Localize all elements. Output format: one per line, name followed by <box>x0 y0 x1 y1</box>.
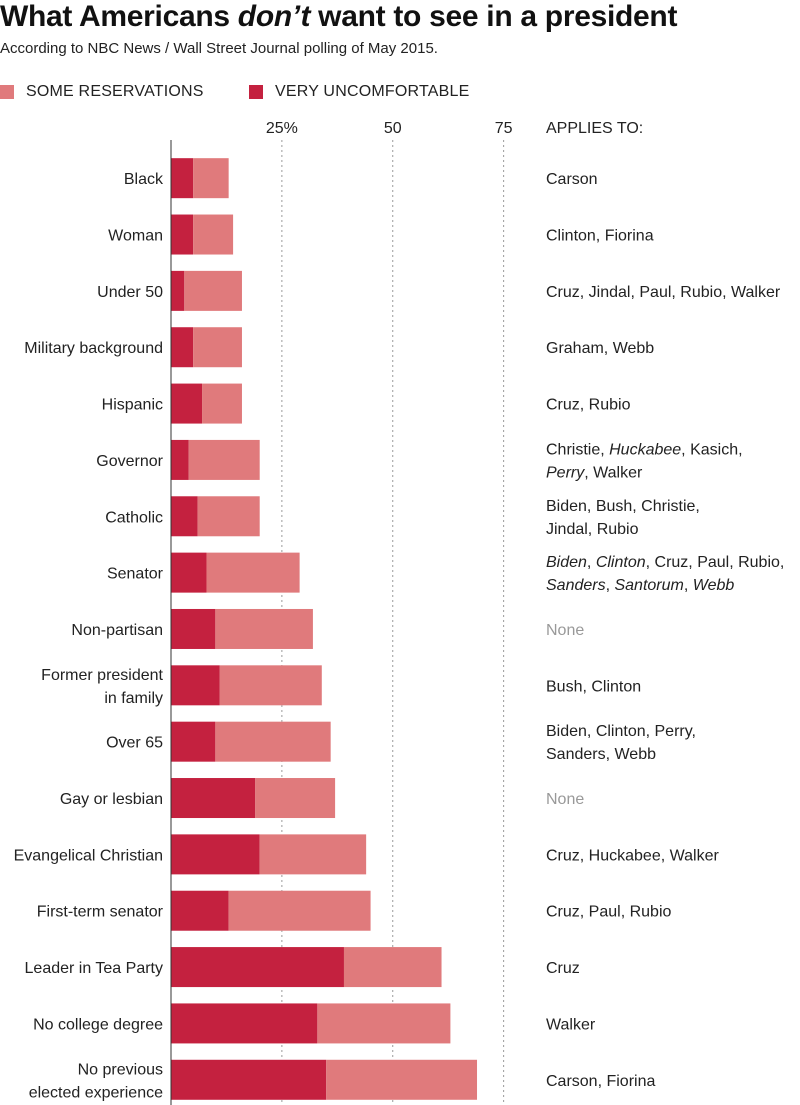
legend-item-very-uncomfortable: VERY UNCOMFORTABLE <box>249 82 469 102</box>
category-label-military-background: Military background <box>24 340 163 357</box>
bar-some-reservations-hispanic <box>202 383 242 424</box>
category-label-former-president-in-family: Former president in family <box>41 667 163 707</box>
bar-some-reservations-senator <box>206 552 300 593</box>
bar-some-reservations-no-previous-elected-experience <box>326 1059 478 1100</box>
applies-to-woman: Clinton, Fiorina <box>546 228 654 245</box>
bar-some-reservations-black <box>193 158 229 199</box>
legend-label-very-uncomfortable: VERY UNCOMFORTABLE <box>275 83 470 100</box>
bar-very-uncomfortable-woman <box>171 214 194 255</box>
legend-label-some-reservations: SOME RESERVATIONS <box>26 83 204 100</box>
bar-some-reservations-woman <box>193 214 234 255</box>
category-label-senator: Senator <box>107 566 164 583</box>
bar-some-reservations-governor <box>188 439 260 480</box>
bar-some-reservations-evangelical-christian <box>259 834 367 875</box>
category-label-hispanic: Hispanic <box>102 397 163 414</box>
category-label-under-50: Under 50 <box>97 284 163 301</box>
applies-to-senator: Biden, Clinton, Cruz, Paul, Rubio, Sander… <box>546 554 784 594</box>
chart-title: What Americans don’t want to see in a pr… <box>0 0 677 34</box>
bar-very-uncomfortable-governor <box>171 439 189 480</box>
x-tick-label-75: 75 <box>495 120 513 137</box>
bar-very-uncomfortable-evangelical-christian <box>171 834 260 875</box>
category-label-no-college-degree: No college degree <box>33 1016 163 1033</box>
applies-to-military-background: Graham, Webb <box>546 340 654 357</box>
bar-some-reservations-leader-in-tea-party <box>343 947 442 988</box>
bar-some-reservations-catholic <box>197 496 260 537</box>
category-label-over-65: Over 65 <box>106 735 163 752</box>
chart-subtitle: According to NBC News / Wall Street Jour… <box>0 40 438 57</box>
applies-to-evangelical-christian: Cruz, Huckabee, Walker <box>546 847 719 864</box>
bar-very-uncomfortable-former-president-in-family <box>171 665 220 706</box>
bar-some-reservations-over-65 <box>215 721 331 762</box>
category-label-leader-in-tea-party: Leader in Tea Party <box>25 960 163 977</box>
bar-very-uncomfortable-under-50 <box>171 270 185 311</box>
applies-to-gay-or-lesbian: None <box>546 791 584 808</box>
bar-very-uncomfortable-military-background <box>171 327 194 368</box>
applies-to-governor: Christie, Huckabee, Kasich, Perry, Walker <box>546 441 743 481</box>
category-label-governor: Governor <box>96 453 163 470</box>
applies-to-black: Carson <box>546 171 598 188</box>
applies-to-hispanic: Cruz, Rubio <box>546 397 631 414</box>
bar-some-reservations-gay-or-lesbian <box>255 778 336 819</box>
bar-very-uncomfortable-black <box>171 158 194 199</box>
category-label-evangelical-christian: Evangelical Christian <box>14 847 163 864</box>
applies-to-header: APPLIES TO: <box>546 120 643 137</box>
bar-some-reservations-former-president-in-family <box>219 665 322 706</box>
bar-some-reservations-military-background <box>193 327 242 368</box>
x-tick-label-50: 50 <box>384 120 402 137</box>
category-label-non-partisan: Non-partisan <box>71 622 163 639</box>
applies-to-non-partisan: None <box>546 622 584 639</box>
category-label-woman: Woman <box>108 228 163 245</box>
bar-very-uncomfortable-over-65 <box>171 721 216 762</box>
applies-to-first-term-senator: Cruz, Paul, Rubio <box>546 904 671 921</box>
bar-very-uncomfortable-senator <box>171 552 207 593</box>
category-label-no-previous-elected-experience: No previous elected experience <box>29 1061 163 1101</box>
bar-very-uncomfortable-non-partisan <box>171 608 216 649</box>
bar-very-uncomfortable-hispanic <box>171 383 203 424</box>
legend-swatch-some-reservations <box>0 85 14 99</box>
category-label-catholic: Catholic <box>105 509 163 526</box>
bar-very-uncomfortable-first-term-senator <box>171 890 229 931</box>
bar-very-uncomfortable-no-college-degree <box>171 1003 318 1044</box>
bar-some-reservations-under-50 <box>184 270 242 311</box>
bar-some-reservations-non-partisan <box>215 608 313 649</box>
title-part-3: want to see in a president <box>310 0 678 33</box>
applies-to-over-65: Biden, Clinton, Perry, Sanders, Webb <box>546 723 696 763</box>
bar-some-reservations-first-term-senator <box>228 890 371 931</box>
legend-swatch-very-uncomfortable <box>249 85 263 99</box>
bar-very-uncomfortable-no-previous-elected-experience <box>171 1059 327 1100</box>
legend-item-some-reservations: SOME RESERVATIONS <box>0 82 204 102</box>
applies-to-former-president-in-family: Bush, Clinton <box>546 678 641 695</box>
applies-to-leader-in-tea-party: Cruz <box>546 960 580 977</box>
category-label-black: Black <box>124 171 164 188</box>
bar-very-uncomfortable-gay-or-lesbian <box>171 778 256 819</box>
title-part-1: What Americans <box>0 0 238 33</box>
applies-to-no-previous-elected-experience: Carson, Fiorina <box>546 1073 655 1090</box>
applies-to-no-college-degree: Walker <box>546 1016 596 1033</box>
bar-very-uncomfortable-catholic <box>171 496 198 537</box>
x-tick-label-25: 25% <box>266 120 298 137</box>
category-label-gay-or-lesbian: Gay or lesbian <box>60 791 163 808</box>
applies-to-under-50: Cruz, Jindal, Paul, Rubio, Walker <box>546 284 781 301</box>
category-label-first-term-senator: First-term senator <box>37 904 164 921</box>
bar-some-reservations-no-college-degree <box>317 1003 451 1044</box>
applies-to-catholic: Biden, Bush, Christie, Jindal, Rubio <box>546 498 700 538</box>
title-emphasis: don’t <box>237 0 311 33</box>
bar-very-uncomfortable-leader-in-tea-party <box>171 947 344 988</box>
